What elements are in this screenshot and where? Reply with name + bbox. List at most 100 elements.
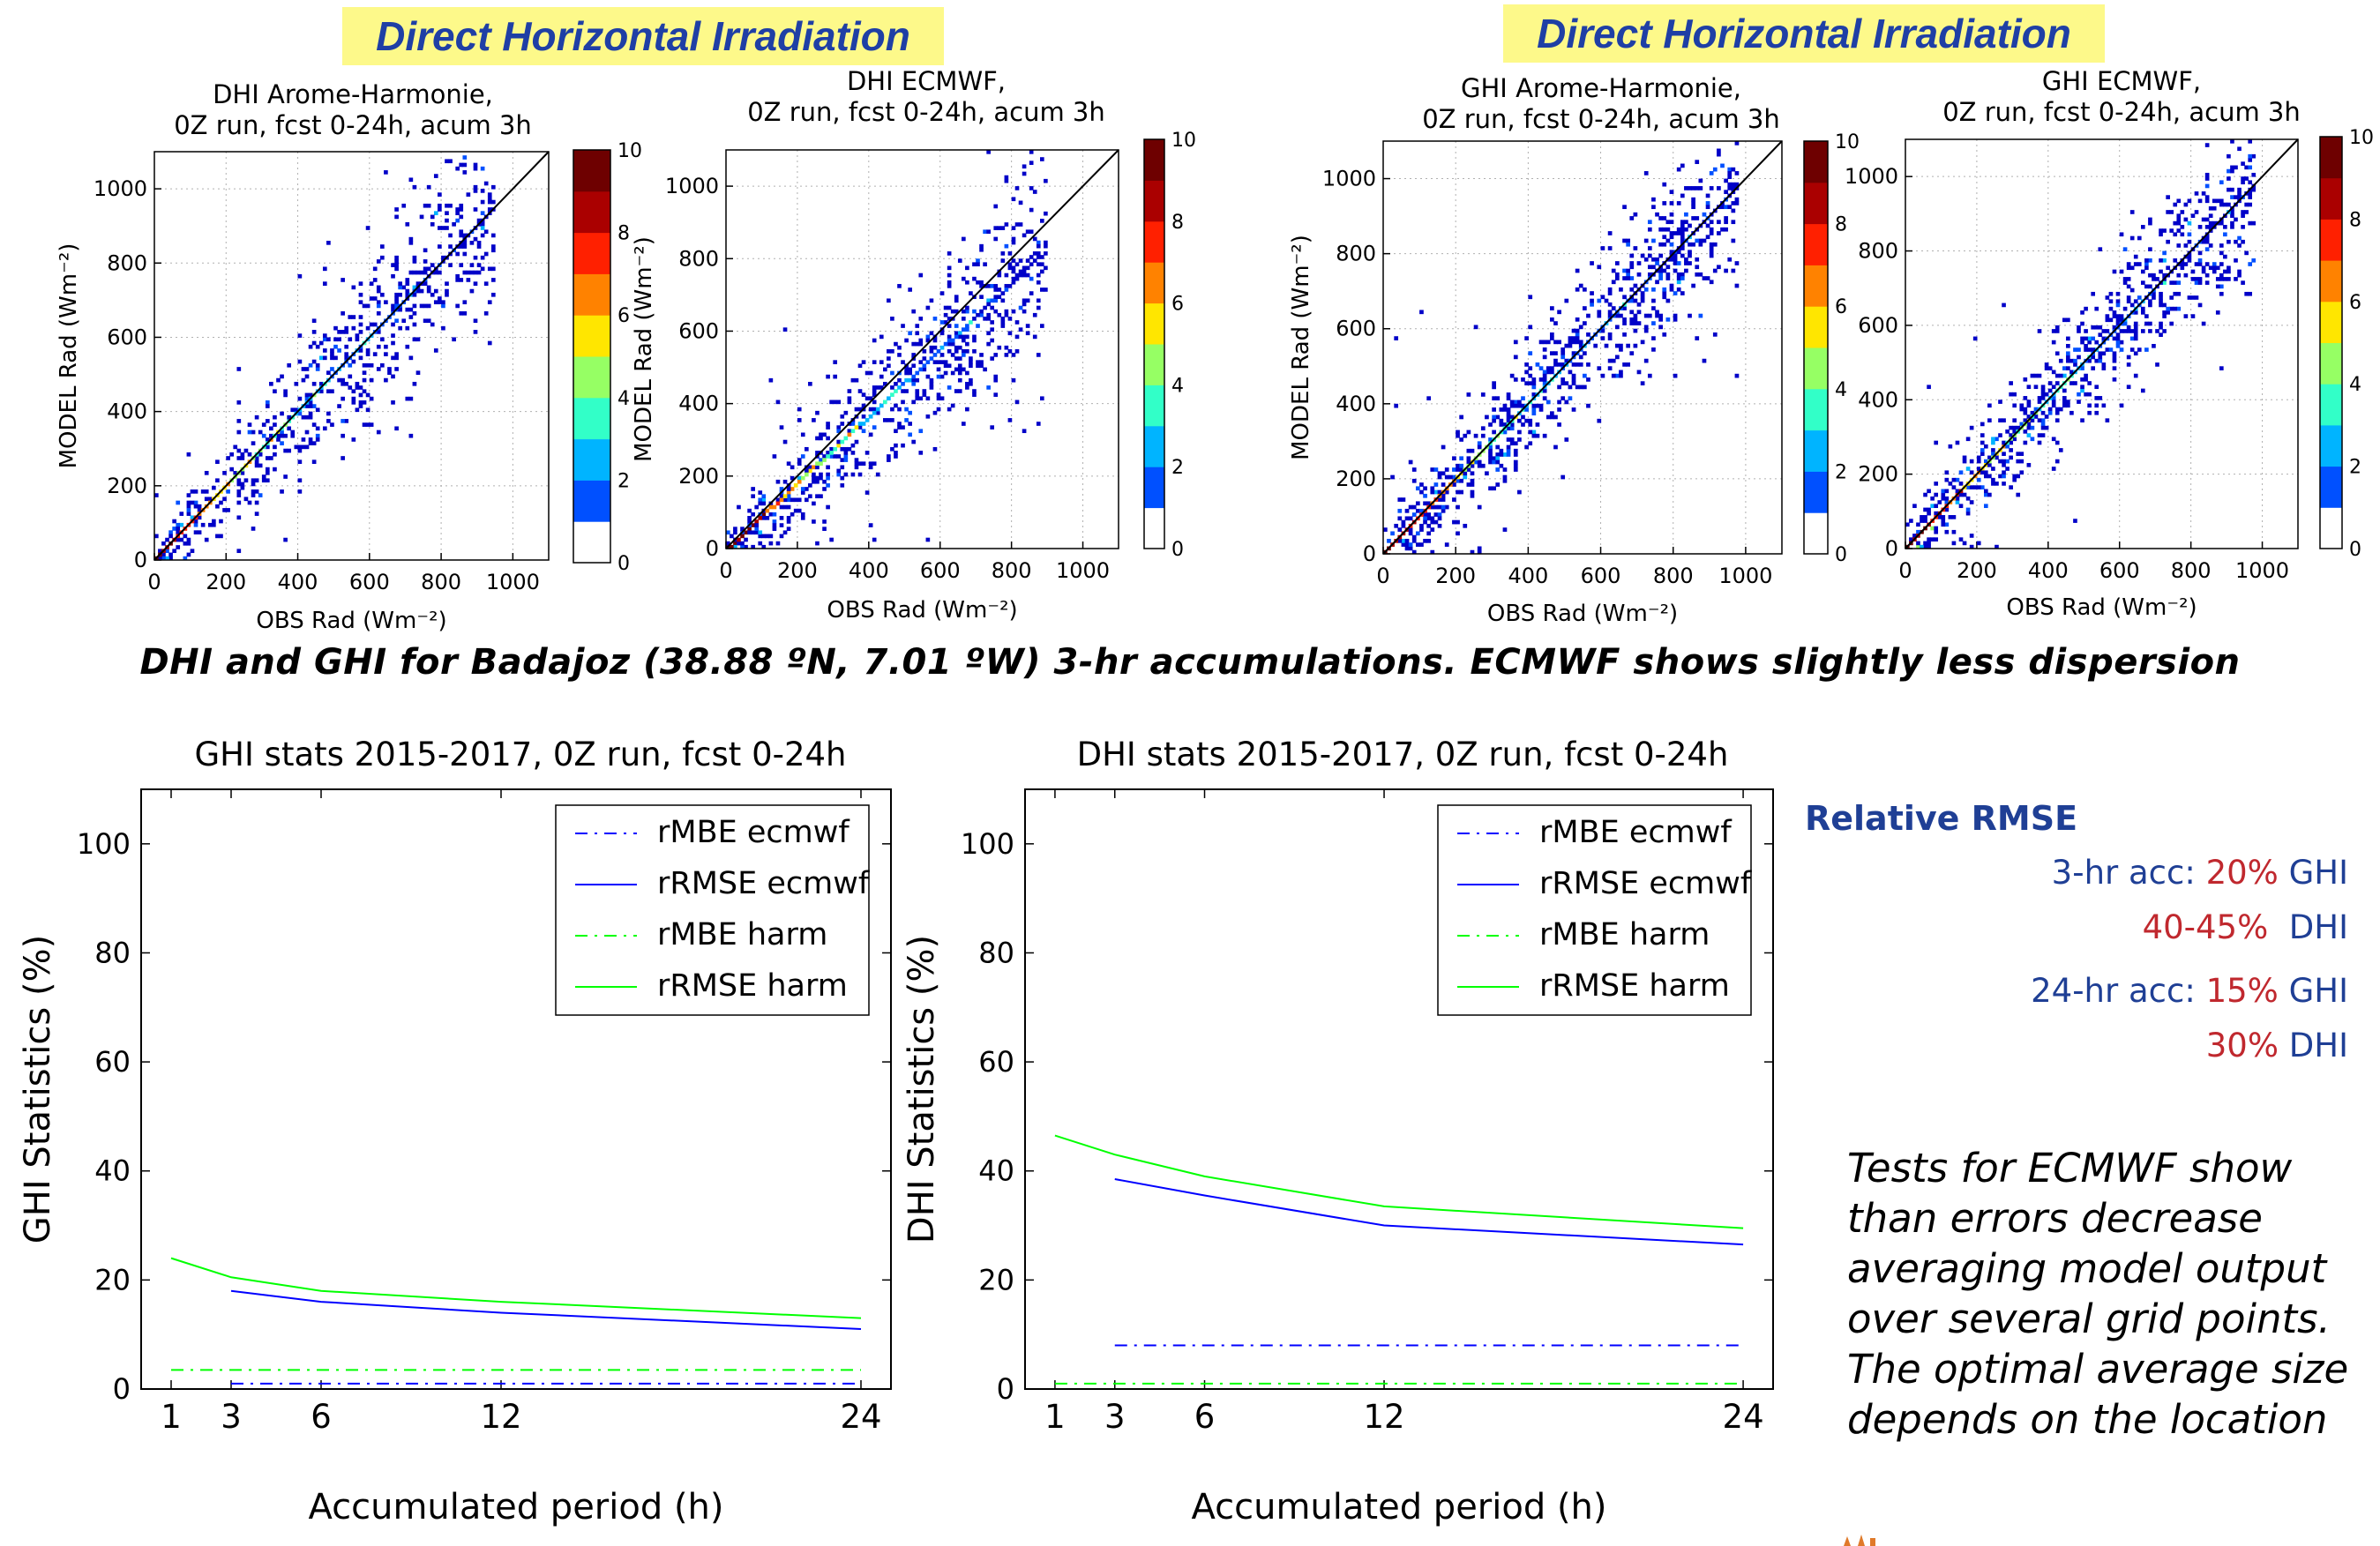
heatmap-cell	[352, 360, 356, 364]
heatmap-cell	[1412, 505, 1417, 510]
heatmap-cell	[815, 480, 820, 484]
heatmap-cell	[283, 393, 288, 398]
heatmap-cell	[1426, 539, 1431, 543]
heatmap-cell	[474, 256, 478, 260]
heatmap-cell	[491, 248, 496, 252]
heatmap-cell	[1677, 288, 1681, 292]
heatmap-cell	[947, 407, 952, 412]
heatmap-cell	[2159, 303, 2163, 308]
x-axis-label: OBS Rad (Wm⁻²)	[827, 597, 1017, 624]
heatmap-cell	[2223, 270, 2227, 274]
heatmap-cell	[359, 356, 363, 361]
heatmap-cell	[930, 382, 934, 386]
heatmap-cell	[990, 327, 994, 332]
heatmap-cell	[962, 237, 966, 242]
heatmap-cell	[1394, 524, 1398, 528]
colorbar-segment	[1804, 306, 1828, 347]
heatmap-cell	[1629, 276, 1634, 280]
heatmap-cell	[2227, 277, 2231, 281]
heatmap-cell	[1970, 534, 1974, 538]
heatmap-cell	[2195, 262, 2199, 266]
heatmap-cell	[1731, 201, 1735, 205]
heatmap-cell	[398, 281, 402, 286]
heatmap-cell	[862, 392, 866, 397]
heatmap-cell	[915, 331, 919, 335]
heatmap-cell	[2073, 519, 2077, 523]
heatmap-cell	[1998, 400, 2002, 404]
heatmap-cell	[266, 471, 270, 475]
heatmap-cell	[2162, 310, 2167, 315]
heatmap-cell	[2148, 221, 2152, 226]
heatmap-cell	[822, 458, 827, 462]
heatmap-cell	[1572, 340, 1576, 344]
heatmap-cell	[2002, 463, 2006, 467]
heatmap-cell	[848, 433, 852, 437]
heatmap-cell	[1019, 258, 1023, 263]
heatmap-cell	[1426, 516, 1431, 520]
heatmap-cell	[801, 433, 805, 437]
heatmap-cell	[2148, 285, 2152, 289]
heatmap-cell	[887, 418, 891, 422]
heatmap-cell	[1546, 400, 1551, 405]
stat-unit: DHI	[2268, 908, 2348, 946]
heatmap-cell	[459, 263, 463, 267]
heatmap-cell	[1920, 515, 1924, 519]
heatmap-cell	[2209, 243, 2213, 248]
heatmap-cell	[2041, 389, 2046, 393]
heatmap-cell	[1040, 396, 1044, 400]
heatmap-cell	[1531, 411, 1536, 415]
heatmap-cell	[359, 323, 363, 327]
heatmap-cell	[904, 389, 909, 393]
heatmap-cell	[1438, 512, 1442, 517]
heatmap-cell	[280, 434, 284, 438]
heatmap-cell	[215, 534, 220, 539]
heatmap-cell	[833, 454, 837, 459]
heatmap-cell	[1456, 520, 1460, 525]
heatmap-cell	[384, 170, 388, 175]
heatmap-cell	[298, 397, 303, 401]
heatmap-cell	[366, 407, 370, 412]
chart-title-dhi-stats: DHI stats 2015-2017, 0Z run, fcst 0-24h	[1014, 739, 1791, 770]
heatmap-cell	[2166, 265, 2170, 270]
heatmap-cell	[2230, 195, 2234, 199]
heatmap-cell	[394, 293, 399, 297]
heatmap-cell	[191, 501, 195, 505]
colorbar-segment	[573, 315, 610, 356]
heatmap-cell	[363, 363, 367, 368]
heatmap-cell	[2244, 251, 2249, 256]
heatmap-cell	[2134, 332, 2138, 337]
heatmap-cell	[1481, 464, 1486, 468]
heatmap-cell	[1492, 486, 1496, 490]
heatmap-cell	[251, 478, 256, 482]
heatmap-cell	[363, 370, 367, 375]
heatmap-cell	[840, 458, 844, 462]
heatmap-cell	[2159, 299, 2163, 303]
heatmap-cell	[323, 266, 327, 271]
heatmap-cell	[1662, 201, 1666, 205]
heatmap-cell	[2098, 247, 2102, 251]
heatmap-cell	[812, 480, 816, 484]
heatmap-cell	[1717, 149, 1721, 153]
heatmap-cell	[819, 433, 823, 437]
heatmap-cell	[283, 449, 288, 453]
heatmap-cell	[1405, 539, 1410, 543]
stat-line-3hr-dhi: 40-45% DHI	[2143, 908, 2348, 946]
heatmap-cell	[2176, 273, 2181, 278]
heatmap-cell	[865, 396, 870, 400]
heatmap-cell	[1546, 370, 1551, 375]
heatmap-cell	[236, 549, 241, 553]
heatmap-cell	[326, 241, 331, 245]
heatmap-cell	[236, 456, 241, 460]
heatmap-cell	[266, 419, 270, 423]
heatmap-cell	[1499, 419, 1503, 423]
heatmap-cell	[1531, 385, 1536, 390]
heatmap-cell	[1651, 265, 1656, 269]
heatmap-cell	[993, 284, 998, 288]
heatmap-cell	[773, 505, 777, 510]
heatmap-cell	[958, 378, 962, 383]
heatmap-cell	[1026, 258, 1030, 263]
heatmap-cell	[484, 252, 489, 257]
heatmap-cell	[2027, 433, 2032, 437]
heatmap-cell	[1688, 314, 1692, 318]
heatmap-cell	[2130, 236, 2135, 241]
